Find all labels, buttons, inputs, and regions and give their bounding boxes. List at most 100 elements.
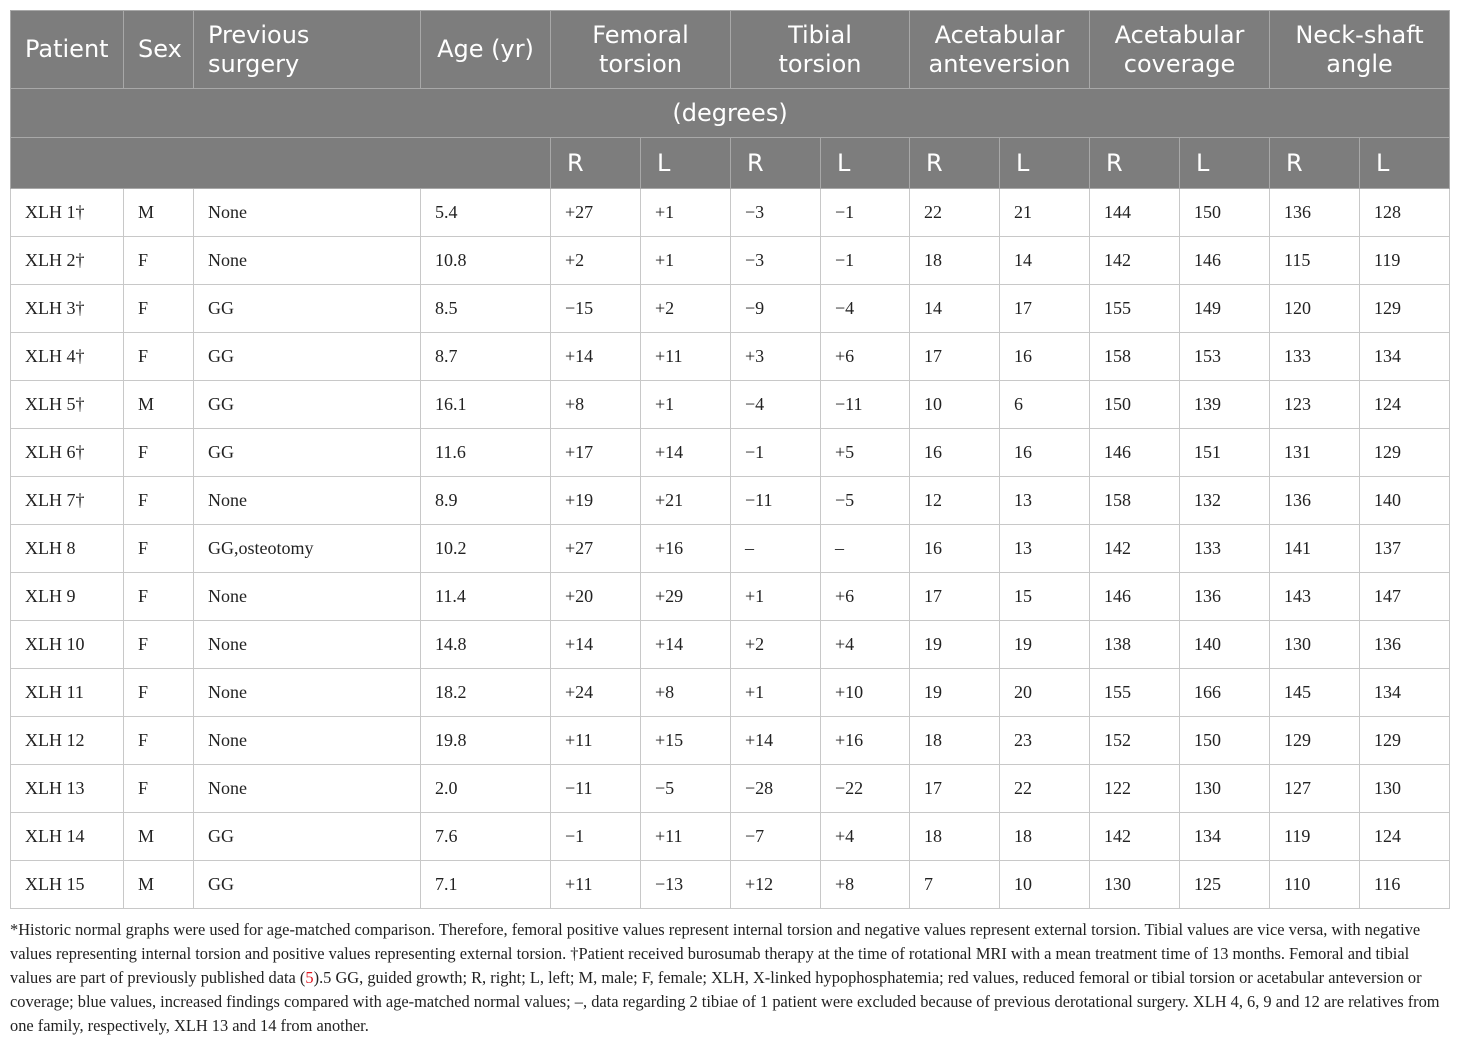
value-cell: 151 bbox=[1179, 428, 1271, 477]
surgery-cell: GG bbox=[193, 332, 421, 381]
value-cell: 132 bbox=[1179, 476, 1271, 525]
sex-cell: F bbox=[123, 428, 194, 477]
reference-link[interactable]: 5 bbox=[305, 968, 314, 987]
header-acetabular-anteversion: Acetabular anteversion bbox=[908, 10, 1091, 89]
value-cell: −5 bbox=[820, 476, 910, 525]
sex-cell: F bbox=[123, 332, 194, 381]
surgery-cell: GG bbox=[193, 428, 421, 477]
value-cell: 18 bbox=[909, 812, 1000, 861]
value-cell: +8 bbox=[820, 860, 910, 909]
patient-cell: XLH 6† bbox=[10, 428, 124, 477]
value-cell: 139 bbox=[1179, 380, 1271, 429]
value-cell: +10 bbox=[820, 668, 910, 717]
table-row: XLH 10 F None 14.8 +14 +14 +2 +4 19 19 138 140 130 13… bbox=[10, 620, 1451, 669]
value-cell: 143 bbox=[1269, 572, 1361, 621]
value-cell: +14 bbox=[640, 620, 731, 669]
value-cell: 140 bbox=[1179, 620, 1271, 669]
value-cell: 15 bbox=[998, 572, 1091, 621]
value-cell: 134 bbox=[1359, 668, 1451, 717]
value-cell: −3 bbox=[730, 236, 821, 285]
patient-cell: XLH 13 bbox=[10, 764, 124, 813]
age-cell: 19.8 bbox=[420, 716, 551, 765]
surgery-cell: None bbox=[193, 620, 421, 669]
value-cell: 16 bbox=[909, 524, 1000, 573]
value-cell: +14 bbox=[550, 620, 641, 669]
value-cell: 22 bbox=[998, 764, 1091, 813]
side-label: R bbox=[1089, 137, 1181, 189]
sex-cell: F bbox=[123, 572, 194, 621]
patient-cell: XLH 5† bbox=[10, 380, 124, 429]
value-cell: +3 bbox=[730, 332, 821, 381]
value-cell: −3 bbox=[730, 188, 821, 237]
value-cell: −11 bbox=[730, 476, 821, 525]
value-cell: 16 bbox=[909, 428, 1000, 477]
value-cell: 124 bbox=[1359, 812, 1451, 861]
value-cell: 119 bbox=[1359, 236, 1451, 285]
table-row: XLH 2† F None 10.8 +2 +1 −3 −1 18 14 142 146 115 119 bbox=[10, 236, 1451, 285]
sex-cell: F bbox=[123, 284, 194, 333]
side-label: L bbox=[640, 137, 731, 189]
value-cell: – bbox=[820, 524, 910, 573]
surgery-cell: None bbox=[193, 476, 421, 525]
sex-cell: M bbox=[123, 380, 194, 429]
patient-cell: XLH 8 bbox=[10, 524, 124, 573]
value-cell: 16 bbox=[998, 332, 1091, 381]
value-cell: 119 bbox=[1269, 812, 1361, 861]
value-cell: +11 bbox=[550, 860, 641, 909]
surgery-cell: None bbox=[193, 236, 421, 285]
value-cell: 6 bbox=[998, 380, 1091, 429]
table-row: XLH 5† M GG 16.1 +8 +1 −4 −11 10 6 150 139 123 124 bbox=[10, 380, 1451, 429]
age-cell: 7.6 bbox=[420, 812, 551, 861]
value-cell: +16 bbox=[640, 524, 731, 573]
value-cell: +11 bbox=[550, 716, 641, 765]
table-row: XLH 1† M None 5.4 +27 +1 −3 −1 22 21 144 150 136 128 bbox=[10, 188, 1451, 237]
value-cell: 18 bbox=[998, 812, 1091, 861]
value-cell: 150 bbox=[1179, 716, 1271, 765]
patient-cell: XLH 3† bbox=[10, 284, 124, 333]
table-row: XLH 15 M GG 7.1 +11 −13 +12 +8 7 10 130 125 110 116 bbox=[10, 860, 1451, 909]
age-cell: 11.6 bbox=[420, 428, 551, 477]
value-cell: 136 bbox=[1269, 476, 1361, 525]
value-cell: 133 bbox=[1179, 524, 1271, 573]
value-cell: +8 bbox=[550, 380, 641, 429]
surgery-cell: None bbox=[193, 764, 421, 813]
value-cell: 110 bbox=[1269, 860, 1361, 909]
sex-cell: F bbox=[123, 524, 194, 573]
value-cell: +1 bbox=[640, 380, 731, 429]
surgery-cell: GG,osteotomy bbox=[193, 524, 421, 573]
value-cell: +20 bbox=[550, 572, 641, 621]
surgery-cell: None bbox=[193, 572, 421, 621]
header-femoral-torsion: Femoral torsion bbox=[550, 10, 731, 89]
surgery-cell: GG bbox=[193, 812, 421, 861]
value-cell: 136 bbox=[1359, 620, 1451, 669]
age-cell: 10.2 bbox=[420, 524, 551, 573]
footnote-text-cont: ).5 GG, guided growth; R, right; L, left… bbox=[10, 968, 1440, 1035]
value-cell: −4 bbox=[820, 284, 910, 333]
surgery-cell: GG bbox=[193, 860, 421, 909]
value-cell: −1 bbox=[820, 236, 910, 285]
age-cell: 5.4 bbox=[420, 188, 551, 237]
header-patient: Patient bbox=[10, 10, 124, 89]
header-age: Age (yr) bbox=[420, 10, 551, 89]
value-cell: 136 bbox=[1179, 572, 1271, 621]
value-cell: +27 bbox=[550, 524, 641, 573]
value-cell: 10 bbox=[909, 380, 1000, 429]
value-cell: 158 bbox=[1089, 476, 1181, 525]
value-cell: +14 bbox=[730, 716, 821, 765]
value-cell: 155 bbox=[1089, 668, 1181, 717]
table-row: XLH 11 F None 18.2 +24 +8 +1 +10 19 20 155 166 145 13… bbox=[10, 668, 1451, 717]
side-label: L bbox=[820, 137, 910, 189]
value-cell: −1 bbox=[550, 812, 641, 861]
value-cell: +21 bbox=[640, 476, 731, 525]
value-cell: +24 bbox=[550, 668, 641, 717]
value-cell: 130 bbox=[1089, 860, 1181, 909]
value-cell: −11 bbox=[550, 764, 641, 813]
table-row: XLH 14 M GG 7.6 −1 +11 −7 +4 18 18 142 134 119 124 bbox=[10, 812, 1451, 861]
value-cell: 130 bbox=[1179, 764, 1271, 813]
side-label: R bbox=[550, 137, 641, 189]
value-cell: −9 bbox=[730, 284, 821, 333]
value-cell: +1 bbox=[730, 572, 821, 621]
value-cell: 125 bbox=[1179, 860, 1271, 909]
value-cell: +4 bbox=[820, 812, 910, 861]
data-table: Patient Sex Previous surgery Age (yr) Fe… bbox=[9, 10, 1451, 909]
